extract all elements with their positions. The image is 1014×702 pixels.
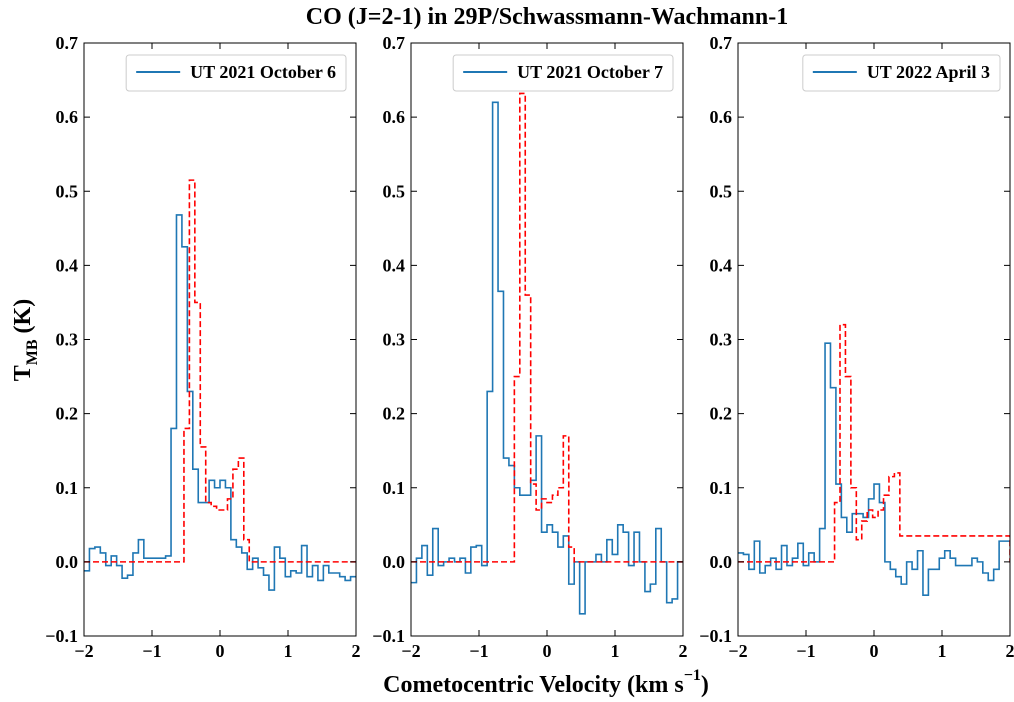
spectrum-line-1: [84, 214, 356, 591]
x-tick-label: 1: [611, 641, 620, 661]
y-tick-label: −0.1: [372, 626, 405, 646]
y-tick-label: 0.1: [710, 478, 733, 498]
y-tick-label: 0.7: [383, 33, 406, 53]
chart-panel-2: −2 −1 0 1 2 −0.1 0.0 0.1 0.2 0.3 0.4 0.5 0.6 0.7 UT 20…: [372, 33, 687, 661]
y-tick-label: 0.4: [383, 255, 406, 275]
svg-text:TMB (K): TMB (K): [10, 299, 41, 381]
plot-frame: [410, 42, 684, 637]
x-axis-label-sup: −1: [684, 667, 701, 684]
y-tick-label: 0.3: [56, 330, 79, 350]
figure-title: CO (J=2-1) in 29P/Schwassmann-Wachmann-1: [306, 4, 788, 30]
x-tick-label: 1: [938, 641, 947, 661]
x-tick-label: 0: [216, 641, 225, 661]
legend-label: UT 2022 April 3: [867, 62, 990, 82]
x-axis-label-close: ): [701, 672, 709, 698]
panels: −2 −1 0 1 2 −0.1 0.0 0.1 0.2 0.3 0.4 0.5 0.6 0.7 UT 20…: [45, 33, 1014, 661]
model-line-3: [738, 323, 1010, 563]
y-tick-label: 0.1: [383, 478, 406, 498]
y-tick-label: 0.6: [56, 107, 79, 127]
y-tick-label: 0.5: [710, 181, 733, 201]
legend-label: UT 2021 October 7: [517, 62, 663, 82]
y-tick-label: 0.6: [383, 107, 406, 127]
y-tick-label: 0.0: [710, 552, 733, 572]
y-tick-label: 0.2: [710, 404, 733, 424]
y-tick-label: 0.7: [56, 33, 79, 53]
chart-panel-1: −2 −1 0 1 2 −0.1 0.0 0.1 0.2 0.3 0.4 0.5 0.6 0.7 UT 20…: [45, 33, 360, 661]
legend-box: [125, 54, 347, 92]
legend: UT 2021 October 6: [125, 54, 347, 92]
y-tick-label: −0.1: [45, 626, 78, 646]
plot-frame: [83, 42, 357, 637]
x-tick-label: 0: [543, 641, 552, 661]
y-tick-label: 0.5: [56, 181, 79, 201]
y-tick-label: 0.2: [56, 404, 79, 424]
legend: UT 2021 October 7: [452, 54, 674, 92]
y-tick-label: 0.3: [710, 330, 733, 350]
y-axis-label: TMB (K): [10, 299, 41, 381]
y-axis-label-sub: MB: [24, 339, 41, 365]
y-tick-label: 0.0: [56, 552, 79, 572]
chart-panel-3: −2 −1 0 1 2 −0.1 0.0 0.1 0.2 0.3 0.4 0.5 0.6 0.7 UT 20…: [699, 33, 1014, 661]
spectrum-line-2: [411, 101, 683, 615]
x-tick-label: −1: [469, 641, 488, 661]
y-tick-label: −0.1: [699, 626, 732, 646]
y-tick-label: 0.4: [56, 255, 79, 275]
x-axis-label-main: Cometocentric Velocity (km s: [383, 672, 684, 698]
y-tick-label: 0.2: [383, 404, 406, 424]
legend: UT 2022 April 3: [802, 54, 1001, 92]
y-tick-label: 0.1: [56, 478, 79, 498]
x-tick-label: −2: [728, 641, 747, 661]
x-tick-label: −2: [74, 641, 93, 661]
legend-box: [802, 54, 1001, 92]
x-tick-label: −1: [796, 641, 815, 661]
model-line-1: [84, 179, 356, 563]
model-line-2: [411, 92, 683, 563]
y-tick-label: 0.3: [383, 330, 406, 350]
legend-label: UT 2021 October 6: [190, 62, 336, 82]
y-axis-label-unit: (K): [10, 299, 36, 340]
x-tick-label: −1: [142, 641, 161, 661]
y-axis-label-main: T: [10, 365, 36, 381]
x-tick-label: −2: [401, 641, 420, 661]
x-tick-label: 2: [1006, 641, 1014, 661]
y-tick-label: 0.0: [383, 552, 406, 572]
x-axis-label: Cometocentric Velocity (km s−1): [383, 667, 709, 698]
y-tick-label: 0.5: [383, 181, 406, 201]
x-tick-label: 2: [679, 641, 688, 661]
x-tick-label: 1: [284, 641, 293, 661]
y-tick-label: 0.7: [710, 33, 733, 53]
legend-box: [452, 54, 674, 92]
y-tick-label: 0.6: [710, 107, 733, 127]
x-tick-label: 0: [870, 641, 879, 661]
y-tick-label: 0.4: [710, 255, 733, 275]
spectrum-line-3: [738, 342, 1010, 597]
plot-frame: [737, 42, 1011, 637]
x-tick-label: 2: [352, 641, 361, 661]
